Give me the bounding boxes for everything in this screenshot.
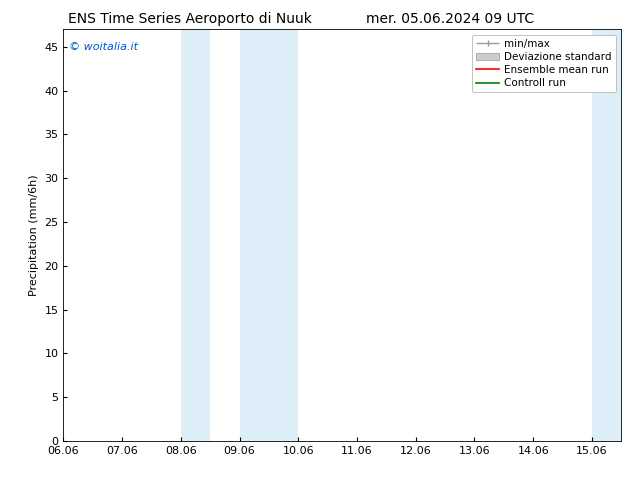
Text: © woitalia.it: © woitalia.it bbox=[69, 42, 138, 52]
Bar bbox=[240, 29, 299, 441]
Y-axis label: Precipitation (mm/6h): Precipitation (mm/6h) bbox=[29, 174, 39, 296]
Text: ENS Time Series Aeroporto di Nuuk: ENS Time Series Aeroporto di Nuuk bbox=[68, 12, 312, 26]
Text: mer. 05.06.2024 09 UTC: mer. 05.06.2024 09 UTC bbox=[366, 12, 534, 26]
Bar bbox=[592, 29, 621, 441]
Bar bbox=[181, 29, 210, 441]
Legend: min/max, Deviazione standard, Ensemble mean run, Controll run: min/max, Deviazione standard, Ensemble m… bbox=[472, 35, 616, 92]
